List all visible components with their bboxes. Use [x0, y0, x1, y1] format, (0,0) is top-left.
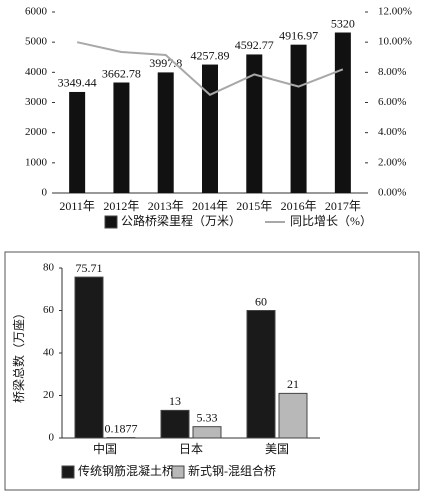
x-tick-label: 2014年	[192, 199, 228, 213]
data-label: 3349.44	[58, 76, 97, 90]
data-label: 4257.89	[191, 48, 230, 62]
y2-tick-label: 0.00%	[378, 187, 406, 199]
x-tick-label: 美国	[265, 442, 289, 456]
bar	[192, 426, 222, 439]
bar	[74, 276, 104, 439]
y-tick-label: 80	[43, 262, 55, 274]
bar	[246, 54, 263, 193]
legend-swatch	[61, 465, 75, 479]
data-label: 5320	[331, 16, 355, 30]
y2-tick-label: 2.00%	[378, 156, 406, 168]
y-tick-label: 0	[49, 432, 55, 444]
x-tick-label: 中国	[93, 441, 117, 456]
y-tick-label: 3000	[25, 96, 48, 108]
y-tick-label: 40	[43, 347, 55, 359]
data-label: 4916.97	[279, 28, 318, 42]
data-label: 75.71	[76, 261, 103, 275]
x-tick-label: 2012年	[103, 199, 139, 213]
y-tick-label: 0	[42, 187, 48, 199]
line-series	[76, 41, 344, 96]
bar	[334, 32, 351, 193]
x-tick-label: 2016年	[281, 199, 317, 213]
legend-swatch	[171, 465, 185, 479]
x-tick-label: 2015年	[236, 199, 272, 213]
x-tick-label: 2011年	[59, 199, 95, 213]
bar	[160, 409, 190, 439]
y-tick-label: 2000	[25, 126, 48, 138]
y2-tick-label: 4.00%	[378, 126, 406, 138]
legend-swatch	[104, 215, 118, 229]
data-label: 21	[287, 377, 299, 391]
y-tick-label: 6000	[25, 6, 48, 18]
bar	[113, 82, 130, 193]
x-tick-label: 2013年	[148, 199, 184, 213]
x-tick-label: 日本	[179, 442, 203, 456]
y-axis-title: 桥梁总数（万座）	[11, 307, 26, 403]
y2-tick-label: 8.00%	[378, 66, 406, 78]
y-tick-label: 4000	[25, 66, 48, 78]
y-tick-label: 1000	[25, 156, 48, 168]
bar	[69, 91, 86, 193]
legend-label: 新式钢-混组合桥	[188, 463, 276, 478]
x-tick-label: 2017年	[325, 199, 361, 213]
data-label: 0.1877	[105, 421, 138, 435]
bar	[157, 72, 174, 193]
chart-frame	[4, 251, 420, 491]
y2-tick-label: 12.00%	[378, 6, 412, 18]
bar	[278, 392, 308, 439]
data-label: 13	[169, 394, 181, 408]
legend-label: 同比增长（%）	[290, 214, 372, 228]
legend-label: 传统钢筋混凝土桥	[78, 463, 174, 478]
legend-label: 公路桥梁里程（万米）	[121, 213, 241, 228]
data-label: 4592.77	[235, 38, 274, 52]
y-tick-label: 5000	[25, 36, 48, 48]
y-tick-label: 60	[43, 304, 55, 316]
data-label: 5.33	[197, 410, 218, 424]
y2-tick-label: 10.00%	[378, 36, 412, 48]
bar	[202, 64, 218, 193]
bar	[290, 44, 307, 194]
data-label: 3662.78	[102, 66, 141, 80]
y2-tick-label: 6.00%	[378, 96, 406, 108]
y-tick-label: 20	[43, 389, 55, 401]
bar	[246, 310, 276, 439]
data-label: 3997.8	[149, 56, 182, 70]
data-label: 60	[255, 294, 267, 308]
